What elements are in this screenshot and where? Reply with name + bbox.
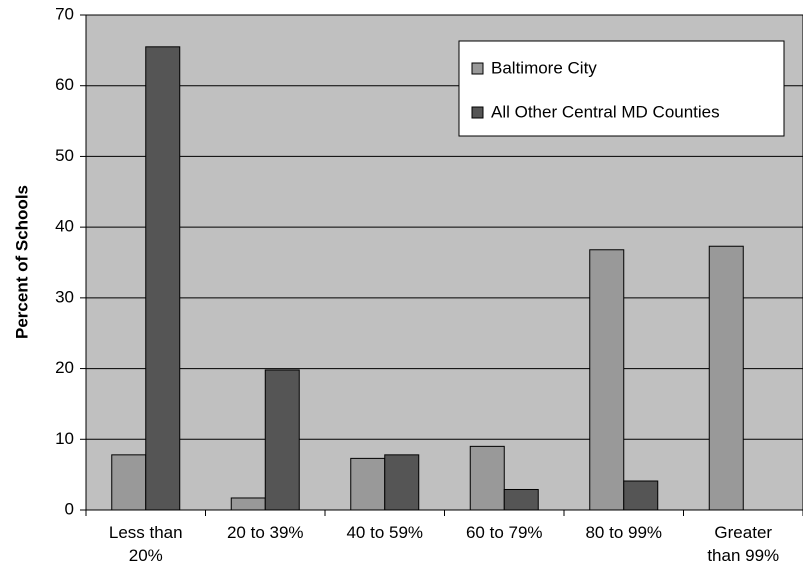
x-axis: Less than 20% 20 to 39% 40 to 59% 60 to 79% 8… [85, 510, 803, 565]
y-tick-label: 20 [55, 358, 74, 377]
bar-series-0 [469, 445, 505, 511]
y-axis-label: Percent of Schools [12, 185, 31, 339]
legend-swatch-other-counties [471, 106, 484, 119]
y-tick-label: 10 [55, 429, 74, 448]
bar-series-0 [230, 497, 266, 511]
bar-series-1 [503, 488, 539, 511]
x-category-label-line: Greater [714, 523, 772, 542]
legend-label-baltimore-city: Baltimore City [491, 58, 597, 77]
x-category-label: 80 to 99% [585, 523, 662, 542]
bar-series-0 [708, 245, 744, 511]
y-axis: 0 10 20 30 40 50 60 70 [55, 4, 86, 518]
bar-series-0 [350, 457, 386, 511]
x-category-label-line: 40 to 59% [346, 523, 423, 542]
y-tick-label: 50 [55, 146, 74, 165]
x-category-label: Greater than 99% [707, 523, 779, 565]
x-category-label-line: than 99% [707, 546, 779, 565]
bars [111, 46, 744, 511]
legend: Baltimore City All Other Central MD Coun… [458, 40, 785, 137]
bar-series-1 [264, 369, 300, 511]
x-category-label: 40 to 59% [346, 523, 423, 542]
x-category-label-line: 80 to 99% [585, 523, 662, 542]
x-category-label-line: Less than [109, 523, 183, 542]
bar-series-0 [111, 454, 147, 511]
x-category-label: 20 to 39% [227, 523, 304, 542]
bar-series-1 [384, 454, 420, 511]
y-tick-label: 70 [55, 4, 74, 23]
x-category-label-line: 20 to 39% [227, 523, 304, 542]
y-tick-label: 40 [55, 217, 74, 236]
bar-series-1 [623, 480, 659, 511]
y-tick-label: 0 [65, 499, 74, 518]
bar-series-1 [145, 46, 181, 511]
y-tick-label: 30 [55, 287, 74, 306]
x-category-label-line: 20% [129, 546, 163, 565]
legend-swatch-baltimore-city [471, 62, 484, 75]
legend-box [458, 40, 785, 137]
x-category-label: Less than 20% [109, 523, 183, 565]
bar-series-0 [589, 249, 625, 511]
legend-label-other-counties: All Other Central MD Counties [491, 102, 720, 121]
x-category-label: 60 to 79% [466, 523, 543, 542]
y-tick-label: 60 [55, 75, 74, 94]
x-category-label-line: 60 to 79% [466, 523, 543, 542]
